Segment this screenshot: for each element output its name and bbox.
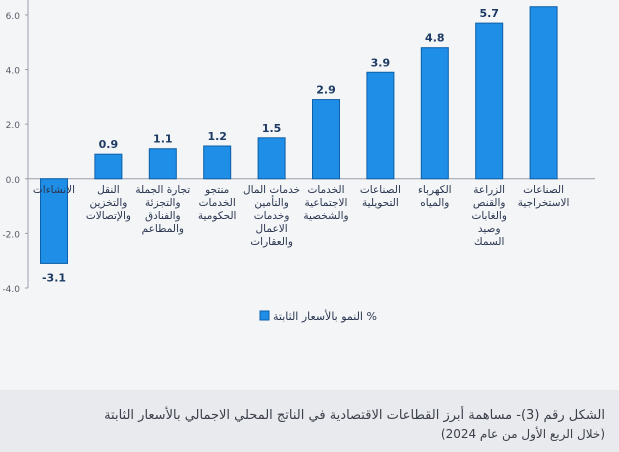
category-label: والتخزين — [89, 197, 127, 209]
bar — [312, 99, 340, 180]
category-label: والعقارات — [250, 236, 293, 248]
category-label: والشخصية — [303, 210, 348, 222]
legend-label: النمو بالأسعار الثابتة % — [273, 309, 377, 323]
category-label: الخدمات — [199, 197, 236, 209]
y-tick-label: -2.0 — [2, 230, 20, 240]
category-label: الكهرباء — [418, 184, 452, 196]
figure-caption: الشكل رقم (3)- مساهمة أبرز القطاعات الاق… — [104, 408, 605, 423]
category-label: والمطاعم — [142, 223, 184, 235]
chart-panel: 6.0 4.0 2.0 0.0 -2.0 -4.0 -3.1 الانشاءات 0.9 النق… — [0, 0, 619, 390]
data-label: 2.9 — [316, 84, 336, 97]
category-label: الصناعات — [360, 184, 401, 196]
data-label: 3.9 — [371, 56, 391, 69]
bar — [366, 71, 395, 180]
bar — [203, 145, 232, 180]
category-label: والإتصالات — [86, 210, 131, 222]
data-label: 4.8 — [425, 32, 445, 45]
category-label: الحكومية — [198, 210, 237, 222]
category-label: السمك — [474, 236, 504, 248]
bar — [475, 22, 504, 180]
category-label: الاستخراجية — [518, 197, 570, 209]
figure-caption-period: (خلال الربع الأول من عام 2024) — [440, 427, 605, 441]
bar-chart: 6.0 4.0 2.0 0.0 -2.0 -4.0 -3.1 الانشاءات 0.9 النق… — [2, 0, 595, 323]
category-label: الاعمال — [256, 223, 288, 235]
category-label: الاجتماعية — [305, 197, 348, 209]
data-label: 1.1 — [153, 133, 173, 146]
category-label: تجارة الجملة — [135, 184, 190, 196]
y-tick-label: 2.0 — [6, 121, 21, 131]
category-label: التحويلية — [362, 197, 399, 209]
bar — [529, 6, 558, 180]
y-tick-label: 4.0 — [6, 67, 21, 77]
data-label: 0.9 — [99, 138, 119, 151]
category-label: الزراعة — [473, 184, 505, 196]
data-label: -3.1 — [42, 271, 66, 284]
data-label: 5.7 — [479, 7, 499, 20]
category-label: والقنص — [473, 197, 506, 209]
category-label: والمياه — [420, 197, 449, 209]
category-label: الانشاءات — [33, 184, 75, 196]
y-tick-label: 6.0 — [6, 12, 21, 22]
y-tick-label: -4.0 — [2, 285, 20, 295]
category-label: منتجو — [204, 184, 229, 196]
bar — [148, 148, 177, 180]
category-label: الصناعات — [523, 184, 564, 196]
category-label: والتجزئة — [145, 197, 180, 209]
data-label: 1.5 — [262, 122, 282, 135]
bar — [420, 47, 449, 180]
category-label: خدمات المال — [243, 184, 300, 196]
bar — [94, 153, 123, 180]
legend-swatch — [259, 310, 270, 321]
y-tick-label: 0.0 — [6, 176, 21, 186]
category-label: وخدمات — [254, 210, 290, 222]
bar — [257, 137, 286, 180]
category-label: والفنادق — [145, 210, 181, 222]
category-label: وصيد — [478, 223, 501, 235]
category-label: النقل — [97, 184, 120, 196]
category-label: الخدمات — [307, 184, 344, 196]
category-label: والتأمين — [254, 195, 288, 209]
category-label: والغابات — [471, 210, 506, 222]
bar — [40, 178, 68, 264]
data-label: 1.2 — [207, 130, 227, 143]
